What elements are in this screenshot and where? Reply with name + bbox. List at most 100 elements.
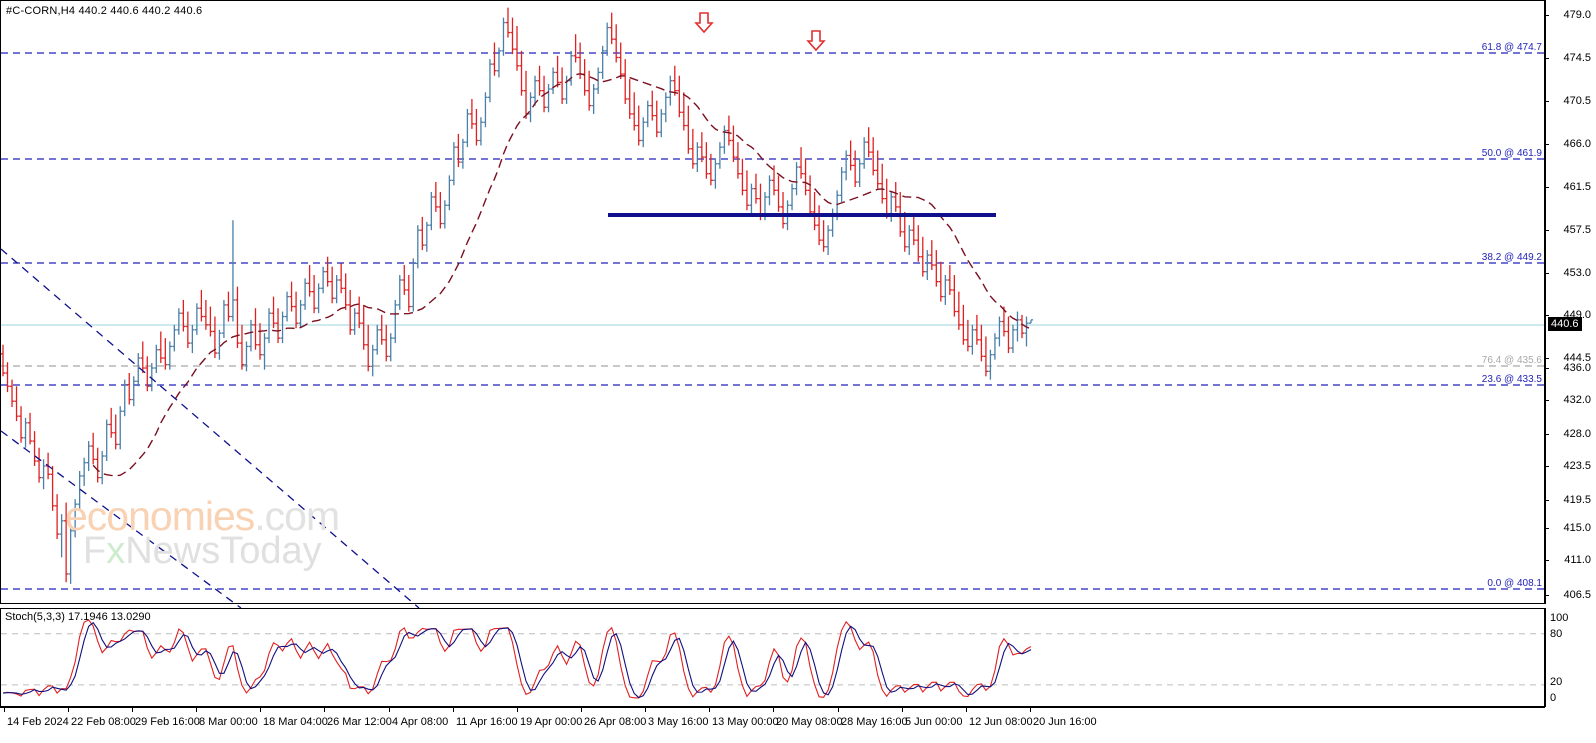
ohlc-bar: [397, 275, 402, 310]
ohlc-bar: [73, 499, 78, 538]
ohlc-bar: [18, 406, 24, 443]
price-tick-mark: [1545, 273, 1549, 274]
fibonacci-level-label: 50.0 @ 461.9: [1481, 148, 1542, 159]
ohlc-bar: [965, 319, 970, 352]
ohlc-bar: [753, 173, 759, 204]
time-tick-label: 3 May 16:00: [648, 716, 709, 728]
ohlc-bar: [199, 289, 204, 322]
price-tick-label: 415.0: [1563, 522, 1591, 534]
ohlc-bar: [947, 265, 952, 295]
stochastic-plot-area: [1, 619, 1544, 699]
stochastic-tick-label: 80: [1550, 628, 1563, 640]
ohlc-bar: [217, 329, 222, 360]
ohlc-bar: [618, 42, 623, 80]
ohlc-bar: [163, 338, 168, 370]
ohlc-bar: [650, 90, 655, 121]
ohlc-bars: [0, 7, 1034, 584]
ohlc-bar: [474, 108, 479, 146]
ohlc-bar: [379, 314, 384, 345]
ohlc-bar: [469, 98, 475, 129]
ohlc-bar: [713, 158, 718, 189]
ohlc-bar: [803, 158, 808, 196]
time-tick-label: 5 Jun 00:00: [905, 716, 963, 728]
ohlc-bar: [1024, 316, 1029, 347]
price-axis[interactable]: 479.0 474.5 470.5 466.0 461.5 457.5 453.0 449.0…: [1545, 0, 1596, 604]
ohlc-bar: [415, 225, 420, 269]
ohlc-bar: [185, 311, 190, 349]
time-tick-label: 11 Apr 16:00: [456, 716, 518, 728]
ohlc-bar: [361, 304, 366, 350]
ohlc-bar: [600, 45, 605, 80]
ohlc-bar: [271, 296, 276, 329]
ohlc-bar: [235, 286, 240, 349]
stochastic-d: [2, 621, 1032, 699]
ohlc-bar: [27, 412, 33, 445]
time-tick-mark: [773, 707, 774, 712]
ohlc-bar: [961, 304, 966, 345]
ohlc-bar: [109, 407, 114, 438]
ohlc-bar: [708, 153, 713, 186]
ohlc-bar: [176, 308, 181, 335]
ohlc-bar: [420, 216, 425, 251]
time-tick-mark: [709, 707, 710, 712]
ohlc-bar: [934, 250, 939, 287]
ohlc-bar: [167, 341, 172, 370]
symbol-ohlc-label: #C-CORN,H4 440.2 440.6 440.2 440.6: [6, 5, 203, 17]
ohlc-bar: [555, 55, 560, 88]
stochastic-axis[interactable]: 100 80 20 0: [1545, 608, 1596, 707]
ohlc-bar: [726, 115, 732, 146]
ohlc-bar: [582, 59, 587, 96]
ohlc-bar: [172, 324, 177, 352]
ohlc-bar: [821, 220, 826, 252]
ohlc-bar: [0, 344, 6, 377]
stochastic-panel[interactable]: Stoch(5,3,3) 17.1946 13.0290: [0, 608, 1545, 707]
ohlc-bar: [807, 175, 813, 217]
price-tick-label: 419.5: [1563, 494, 1591, 506]
ohlc-bar: [302, 278, 308, 310]
ohlc-bar: [744, 170, 750, 211]
time-tick-mark: [1030, 707, 1031, 712]
time-tick-mark: [68, 707, 69, 712]
price-tick-mark: [1545, 595, 1549, 596]
ohlc-bar: [505, 7, 511, 38]
ohlc-bar: [343, 273, 348, 310]
ohlc-bar: [749, 183, 754, 214]
ohlc-bar: [952, 275, 957, 317]
ohlc-bar: [59, 514, 64, 558]
ohlc-bar: [623, 59, 628, 104]
ohlc-bar: [668, 75, 673, 106]
stochastic-tick-label: 100: [1550, 612, 1569, 624]
ohlc-bar: [609, 12, 614, 45]
ohlc-bar: [460, 138, 465, 169]
price-tick-label: 461.5: [1563, 181, 1591, 193]
ohlc-bar: [979, 324, 984, 362]
ohlc-bar: [731, 125, 736, 163]
ohlc-bar: [704, 142, 709, 179]
ohlc-bar: [636, 105, 641, 146]
ohlc-bar: [375, 324, 380, 355]
ohlc-bar: [844, 150, 849, 181]
ohlc-bar: [992, 333, 998, 360]
ohlc-bar: [614, 24, 619, 63]
ohlc-bar: [298, 299, 303, 329]
price-plot-area: [0, 7, 1544, 609]
ohlc-bar: [929, 240, 934, 271]
time-axis[interactable]: 14 Feb 2024 22 Feb 08:00 29 Feb 16:00 8 Mar…: [0, 707, 1596, 743]
price-tick-label: 466.0: [1563, 138, 1591, 150]
price-chart-panel[interactable]: #C-CORN,H4 440.2 440.6 440.2 440.6 econo…: [0, 0, 1545, 609]
price-tick-mark: [1545, 368, 1549, 369]
ohlc-bar: [140, 341, 145, 373]
ohlc-bar: [569, 50, 574, 86]
time-axis-line: [0, 707, 1545, 708]
watermark-fx-prefix: F: [83, 530, 107, 572]
ohlc-bar: [907, 225, 912, 256]
ohlc-bar: [442, 200, 447, 229]
ohlc-bar: [591, 84, 596, 114]
ohlc-bar: [280, 311, 285, 344]
ohlc-bar: [1001, 306, 1007, 337]
time-tick-mark: [581, 707, 582, 712]
ohlc-bar: [776, 175, 781, 212]
ohlc-bar: [402, 265, 407, 295]
ohlc-bar: [312, 275, 317, 314]
